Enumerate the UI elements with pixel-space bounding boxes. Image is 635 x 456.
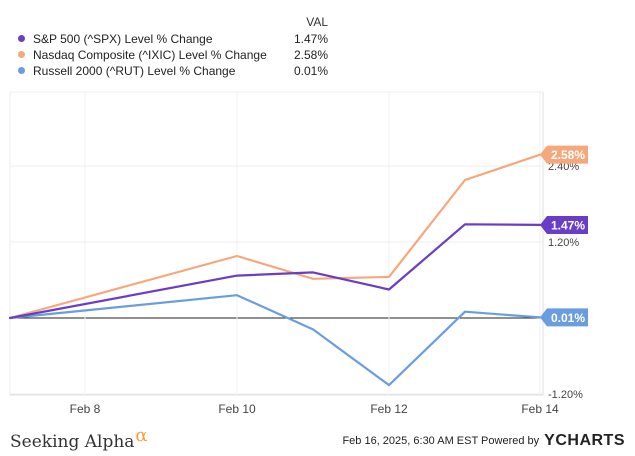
- legend-item-spx[interactable]: S&P 500 (^SPX) Level % Change 1.47%: [0, 31, 635, 47]
- legend-value-spx: 1.47%: [293, 32, 328, 46]
- timestamp: Feb 16, 2025, 6:30 AM EST Powered by: [342, 435, 540, 447]
- legend-value-ixic: 2.58%: [293, 48, 328, 62]
- legend-marker-rut: [18, 67, 25, 74]
- x-tick-label: Feb 14: [521, 402, 559, 416]
- end-label-bg-rut: [540, 308, 588, 327]
- legend-label-ixic: Nasdaq Composite (^IXIC) Level % Change: [33, 48, 267, 62]
- seeking-alpha-logo: Seeking Alphaα: [10, 425, 148, 452]
- legend-label-spx: S&P 500 (^SPX) Level % Change: [33, 32, 213, 46]
- ycharts-logo[interactable]: YCHARTS: [544, 432, 625, 449]
- end-value-label-rut: 0.01%: [551, 311, 585, 325]
- legend-item-rut[interactable]: Russell 2000 (^RUT) Level % Change 0.01%: [0, 63, 635, 79]
- x-tick-label: Feb 8: [70, 402, 101, 416]
- brand-name: Seeking Alpha: [10, 432, 135, 452]
- legend-marker-spx: [18, 35, 25, 42]
- legend-item-ixic[interactable]: Nasdaq Composite (^IXIC) Level % Change …: [0, 47, 635, 63]
- series-line-ixic: [8, 153, 542, 320]
- y-tick-label: 1.20%: [548, 237, 579, 249]
- y-tick-label: 2.40%: [548, 161, 579, 173]
- end-label-bg-spx: [540, 215, 588, 234]
- alpha-mark-icon: α: [135, 425, 148, 446]
- end-value-label-spx: 1.47%: [551, 218, 585, 232]
- legend-label-rut: Russell 2000 (^RUT) Level % Change: [33, 64, 236, 78]
- y-tick-label: -1.20%: [548, 389, 583, 401]
- series-line-rut: [8, 294, 542, 387]
- chart-footer-credit: Feb 16, 2025, 6:30 AM EST Powered by YCH…: [342, 432, 625, 450]
- series-line-spx: [8, 223, 542, 320]
- x-tick-label: Feb 10: [218, 402, 256, 416]
- x-tick-label: Feb 12: [370, 402, 408, 416]
- legend-value-rut: 0.01%: [293, 64, 328, 78]
- end-value-label-ixic: 2.58%: [551, 148, 585, 162]
- end-label-bg-ixic: [540, 145, 588, 164]
- chart-legend: VAL S&P 500 (^SPX) Level % Change 1.47% …: [0, 0, 635, 80]
- legend-value-header: VAL: [306, 15, 328, 29]
- legend-marker-ixic: [18, 51, 25, 58]
